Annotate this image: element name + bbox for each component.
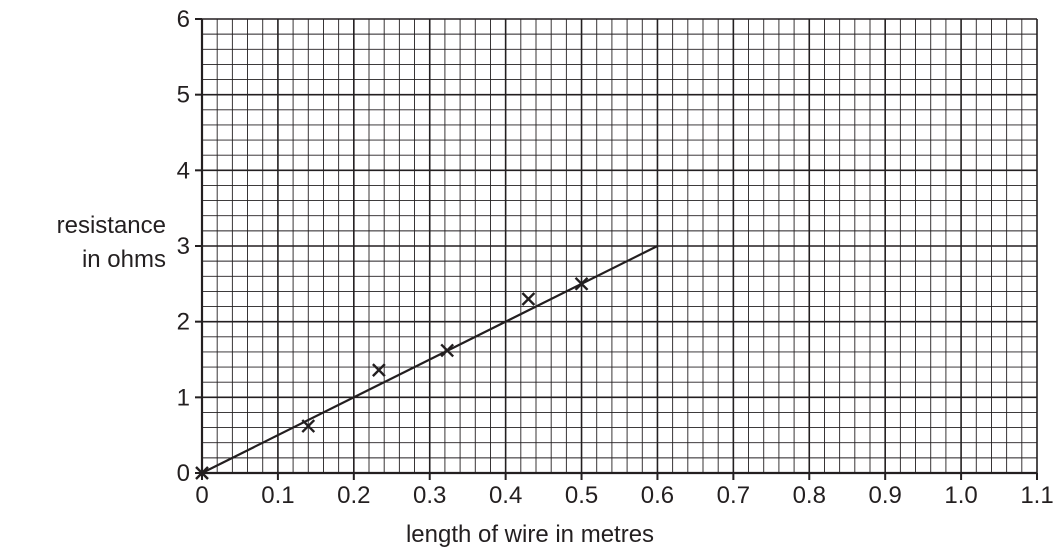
data-point-cross [574,276,589,291]
cross-stroke [195,466,209,480]
x-tick-label: 0.6 [641,482,674,509]
y-tick-labels: 0 1 2 3 4 5 6 [177,6,190,487]
data-point-cross [195,466,209,480]
y-tick-label: 0 [177,460,190,487]
cross-stroke [574,276,589,291]
data-point-cross [301,419,316,433]
x-tick-label: 1.0 [944,482,977,509]
data-point-cross [521,292,536,306]
x-tick-label: 0.1 [261,482,294,509]
data-point-cross [440,343,455,358]
cross-stroke [372,363,386,377]
x-tick-label: 1.1 [1020,482,1053,509]
x-tick-label: 0.8 [793,482,826,509]
cross-stroke [521,292,536,306]
y-tick-label: 3 [177,233,190,260]
x-tick-labels: 0 0.1 0.2 0.3 0.4 0.5 0.6 0.7 0.8 0.9 1.0 1.1 [195,482,1053,509]
x-tick-label: 0.3 [413,482,446,509]
x-tick-label: 0.4 [489,482,522,509]
y-tick-label: 2 [177,309,190,336]
x-tick-label: 0 [195,482,208,509]
x-axis-label: length of wire in metres [405,521,655,548]
y-tick-label: 6 [177,6,190,33]
x-tick-label: 0.7 [717,482,750,509]
y-axis-label-line-2: in ohms [81,246,166,273]
cross-stroke [301,419,316,433]
x-tick-label: 0.9 [868,482,901,509]
y-axis-label-line-1: resistance [56,212,166,239]
x-tick-label: 0.5 [565,482,598,509]
major-grid [201,18,1038,474]
y-tick-label: 4 [177,157,190,184]
axes [195,18,1038,480]
cross-stroke [440,343,455,358]
x-tick-label: 0.2 [337,482,370,509]
data-point-cross [372,363,386,377]
data-points [195,276,589,480]
y-tick-label: 1 [177,384,190,411]
y-tick-label: 5 [177,82,190,109]
